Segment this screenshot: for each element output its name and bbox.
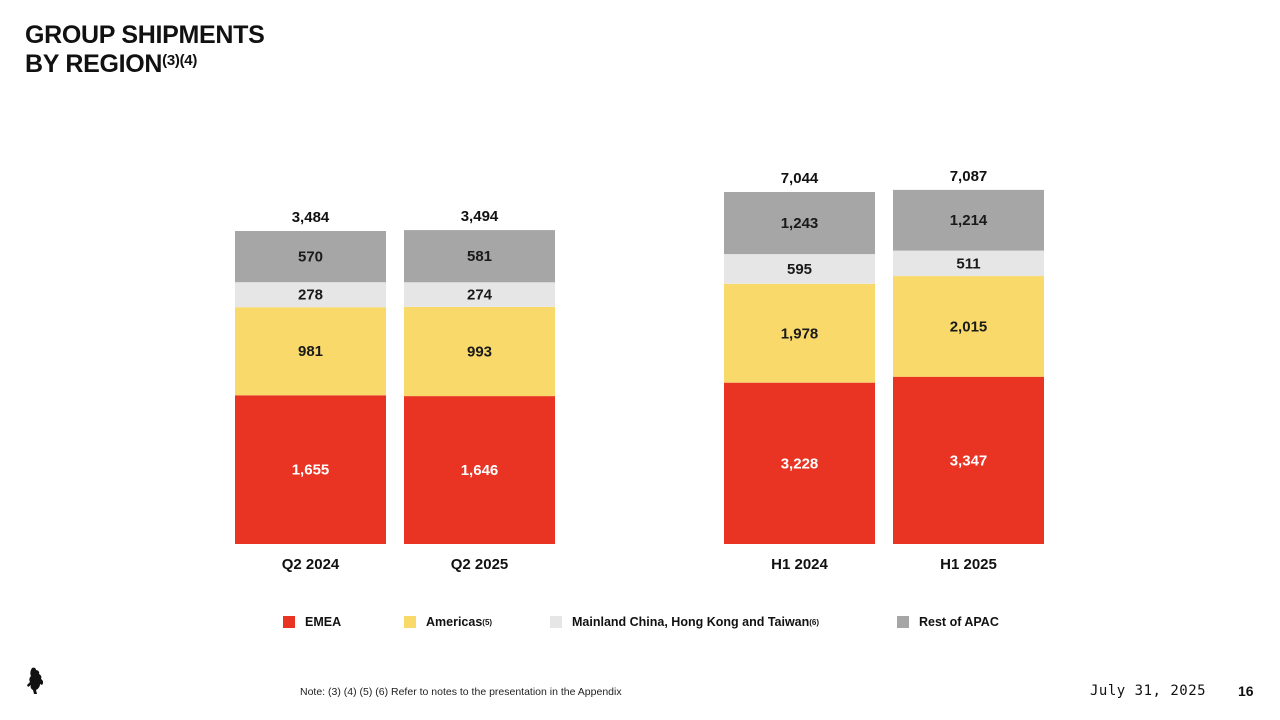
legend-sup-americas: (5) bbox=[482, 617, 493, 627]
footer-note: Note: (3) (4) (5) (6) Refer to notes to … bbox=[300, 686, 622, 698]
legend-item-rest-apac: Rest of APAC bbox=[897, 615, 999, 629]
value-label-emea-0: 1,655 bbox=[292, 462, 330, 479]
bar-americas-1 bbox=[404, 306, 555, 397]
title-line-2-text: BY REGION bbox=[25, 50, 163, 78]
value-label-americas-1: 993 bbox=[467, 344, 492, 361]
bar-mainland-china-hong-kong-and-taiwan-0 bbox=[235, 282, 386, 308]
title-line-1: GROUP SHIPMENTS bbox=[25, 21, 265, 49]
total-label-0: 3,484 bbox=[292, 209, 330, 226]
bar-rest-of-apac-1 bbox=[404, 230, 555, 283]
legend-swatch-rest-apac bbox=[897, 616, 909, 628]
title-line-2: BY REGION(3)(4) bbox=[25, 48, 265, 77]
legend-swatch-emea bbox=[283, 616, 295, 628]
category-label-0: Q2 2024 bbox=[282, 556, 340, 573]
bar-emea-0 bbox=[235, 395, 386, 544]
value-label-emea-1: 1,646 bbox=[461, 462, 499, 479]
bar-americas-3 bbox=[893, 276, 1044, 377]
legend-label-americas: Americas bbox=[426, 615, 483, 629]
total-label-2: 7,044 bbox=[781, 170, 819, 187]
legend-label-emea: EMEA bbox=[305, 615, 342, 629]
page-number: 16 bbox=[1238, 683, 1254, 699]
legend-swatch-americas bbox=[404, 616, 416, 628]
total-label-1: 3,494 bbox=[461, 208, 499, 225]
value-label-rest-of-apac-3: 1,214 bbox=[950, 212, 988, 229]
legend-swatch-china bbox=[550, 616, 562, 628]
value-label-rest-of-apac-0: 570 bbox=[298, 249, 323, 266]
value-label-emea-3: 3,347 bbox=[950, 452, 988, 469]
prancing-horse-icon bbox=[27, 667, 44, 694]
bar-rest-of-apac-3 bbox=[893, 189, 1044, 251]
legend-label-china: Mainland China, Hong Kong and Taiwan bbox=[572, 615, 810, 629]
bar-emea-1 bbox=[404, 396, 555, 544]
category-label-2: H1 2024 bbox=[771, 556, 828, 573]
total-label-3: 7,087 bbox=[950, 168, 988, 185]
value-label-rest-of-apac-1: 581 bbox=[467, 248, 492, 265]
category-label-3: H1 2025 bbox=[940, 556, 997, 573]
value-label-americas-3: 2,015 bbox=[950, 318, 988, 335]
value-label-rest-of-apac-2: 1,243 bbox=[781, 215, 819, 232]
bar-mainland-china-hong-kong-and-taiwan-1 bbox=[404, 282, 555, 307]
legend-item-china: Mainland China, Hong Kong and Taiwan (6) bbox=[550, 615, 819, 629]
bar-rest-of-apac-2 bbox=[724, 192, 875, 255]
value-label-emea-2: 3,228 bbox=[781, 455, 819, 472]
legend-sup-china: (6) bbox=[809, 617, 820, 627]
bar-emea-2 bbox=[724, 382, 875, 544]
value-label-mainland-china-hong-kong-and-taiwan-0: 278 bbox=[298, 287, 323, 304]
value-label-mainland-china-hong-kong-and-taiwan-1: 274 bbox=[467, 287, 493, 304]
page-title: GROUP SHIPMENTS BY REGION(3)(4) bbox=[25, 22, 265, 77]
bar-rest-of-apac-0 bbox=[235, 231, 386, 283]
value-label-americas-0: 981 bbox=[298, 343, 323, 360]
value-label-mainland-china-hong-kong-and-taiwan-2: 595 bbox=[787, 261, 812, 278]
category-label-1: Q2 2025 bbox=[451, 556, 509, 573]
bar-emea-3 bbox=[893, 376, 1044, 544]
bar-mainland-china-hong-kong-and-taiwan-3 bbox=[893, 250, 1044, 276]
bar-americas-2 bbox=[724, 283, 875, 383]
value-label-mainland-china-hong-kong-and-taiwan-3: 511 bbox=[956, 255, 980, 272]
title-notes: (3)(4) bbox=[162, 52, 198, 69]
legend-label-rest-apac: Rest of APAC bbox=[919, 615, 999, 629]
bar-mainland-china-hong-kong-and-taiwan-2 bbox=[724, 254, 875, 284]
legend-item-emea: EMEA bbox=[283, 615, 341, 629]
legend: EMEA Americas (5) Mainland China, Hong Ko… bbox=[0, 615, 1280, 635]
footer-date: July 31, 2025 bbox=[1090, 683, 1207, 699]
bar-americas-0 bbox=[235, 307, 386, 396]
value-label-americas-2: 1,978 bbox=[781, 325, 819, 342]
legend-item-americas: Americas (5) bbox=[404, 615, 492, 629]
